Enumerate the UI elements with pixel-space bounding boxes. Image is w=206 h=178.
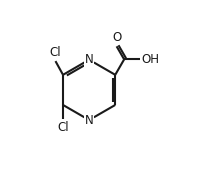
Text: N: N [85, 114, 94, 127]
Text: OH: OH [141, 53, 159, 66]
Text: N: N [85, 53, 94, 66]
Text: Cl: Cl [49, 46, 61, 59]
Text: O: O [112, 31, 121, 44]
Text: Cl: Cl [57, 121, 69, 134]
